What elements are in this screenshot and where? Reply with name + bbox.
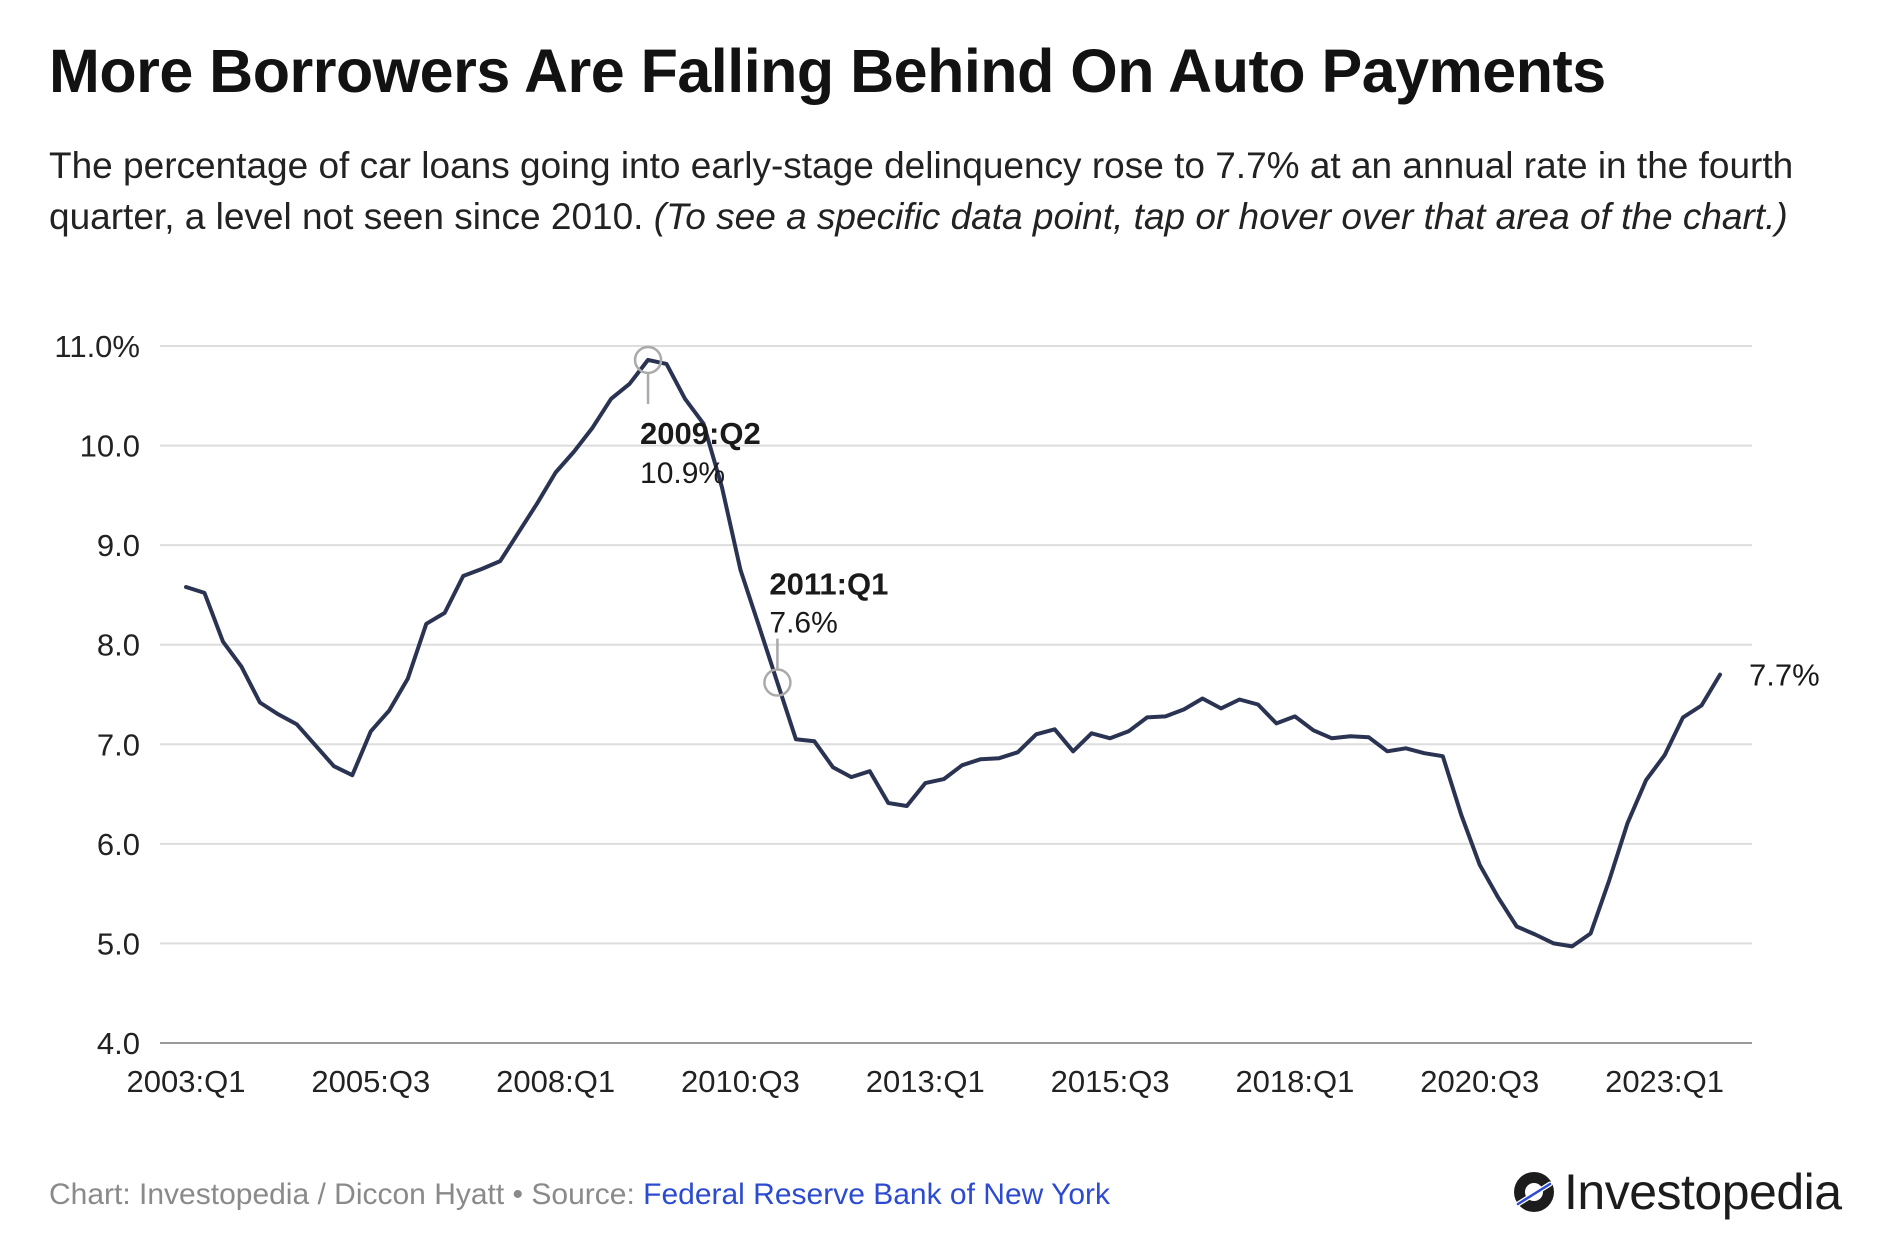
logo-text: Investopedia	[1564, 1164, 1842, 1220]
x-tick-label: 2005:Q3	[311, 1064, 430, 1099]
y-tick-label: 7.0	[97, 727, 140, 762]
chart-title: More Borrowers Are Falling Behind On Aut…	[49, 37, 1606, 105]
y-tick-label: 10.0	[80, 429, 140, 464]
y-tick-label: 6.0	[97, 827, 140, 862]
x-tick-label: 2023:Q1	[1605, 1064, 1724, 1099]
grid-lines	[160, 345, 1752, 1044]
y-tick-label: 8.0	[97, 628, 140, 663]
x-tick-label: 2013:Q1	[866, 1064, 985, 1099]
x-tick-label: 2020:Q3	[1420, 1064, 1539, 1099]
annotation-label: 2009:Q2	[640, 416, 761, 451]
line-chart[interactable]: 11.0% 10.0 9.0 8.0 7.0 6.0 5.0 4.0 2003:Q1 2005:…	[0, 300, 1884, 1130]
chart-subtitle: The percentage of car loans going into e…	[49, 140, 1869, 242]
x-tick-label: 2010:Q3	[681, 1064, 800, 1099]
chart-footer: Chart: Investopedia / Diccon Hyatt • Sou…	[49, 1178, 1110, 1212]
annotation-value: 10.9%	[640, 457, 725, 490]
x-tick-label: 2003:Q1	[127, 1064, 246, 1099]
delinquency-rate-line[interactable]	[184, 357, 1722, 949]
footer-credit: Chart: Investopedia / Diccon Hyatt • Sou…	[49, 1178, 644, 1211]
x-tick-label: 2015:Q3	[1051, 1064, 1170, 1099]
x-axis-tick-labels: 2003:Q1 2005:Q3 2008:Q1 2010:Q3 2013:Q1 2015:…	[127, 1064, 1724, 1099]
x-tick-label: 2008:Q1	[496, 1064, 615, 1099]
subtitle-note: (To see a specific data point, tap or ho…	[653, 196, 1788, 237]
source-link[interactable]: Federal Reserve Bank of New York	[643, 1178, 1111, 1211]
y-tick-label: 11.0%	[54, 329, 140, 364]
y-tick-label: 9.0	[97, 528, 140, 563]
end-value-label: 7.7%	[1749, 658, 1820, 693]
y-tick-label: 4.0	[97, 1026, 140, 1061]
investopedia-logo-icon	[1514, 1172, 1554, 1212]
annotation-label: 2011:Q1	[769, 567, 888, 602]
y-axis-tick-labels: 11.0% 10.0 9.0 8.0 7.0 6.0 5.0 4.0	[54, 329, 140, 1061]
y-tick-label: 5.0	[97, 926, 140, 961]
annotations: 2009:Q2 10.9% 2011:Q1 7.6% 7.7%	[633, 345, 1820, 697]
x-tick-label: 2018:Q1	[1235, 1064, 1354, 1099]
annotation-value: 7.6%	[769, 607, 837, 640]
investopedia-logo[interactable]: Investopedia	[1512, 1162, 1842, 1222]
subtitle-text: The percentage of car loans going into e…	[49, 145, 1794, 237]
